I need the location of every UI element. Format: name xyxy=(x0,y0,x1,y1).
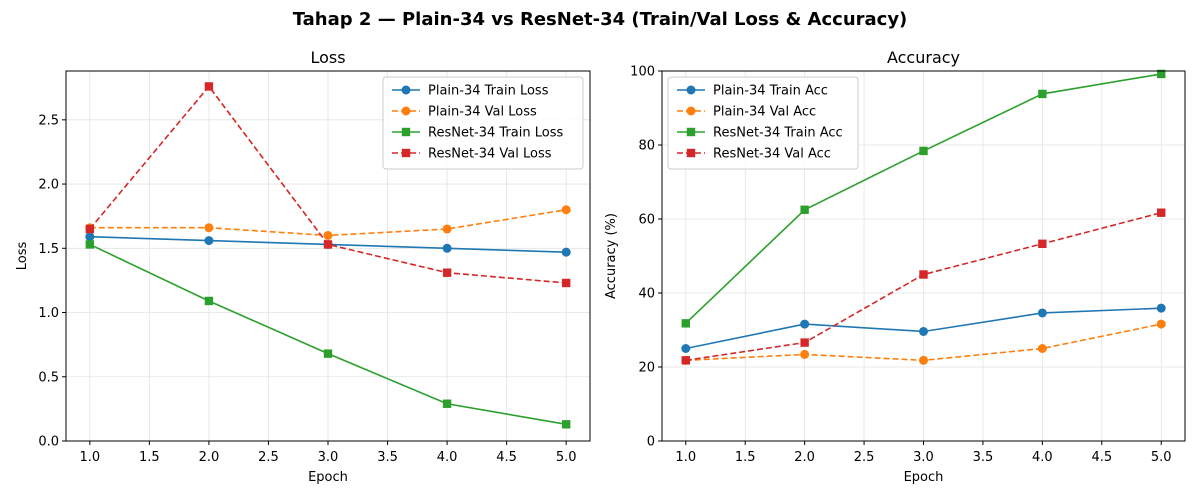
resnet-34-train-acc-point xyxy=(1038,89,1047,99)
loss-y-tick-label: 1.0 xyxy=(38,306,59,321)
resnet-34-train-acc-legend-label: ResNet-34 Train Acc xyxy=(713,126,843,141)
resnet-34-val-loss-point xyxy=(323,240,333,249)
accuracy-x-tick-label: 1.5 xyxy=(735,450,756,465)
loss-x-tick-label: 4.0 xyxy=(437,450,458,465)
plain-34-val-loss-legend-label: Plain-34 Val Loss xyxy=(428,105,537,120)
plain-34-val-acc-point xyxy=(1156,319,1166,329)
resnet-34-val-acc-point xyxy=(800,338,809,347)
accuracy-legend-box xyxy=(667,76,859,170)
resnet-34-val-acc-point xyxy=(919,270,928,279)
plain-34-val-loss-point xyxy=(204,223,214,233)
plain-34-val-acc-legend-label: Plain-34 Val Acc xyxy=(713,105,816,120)
plain-34-train-acc-point xyxy=(919,326,928,336)
resnet-34-train-acc-point xyxy=(919,146,928,156)
resnet-34-train-loss-point xyxy=(85,240,95,249)
accuracy-legend: Plain-34 Train Acc Plain-34 Val Acc ResNet… xyxy=(667,76,859,170)
loss-y-axis-label: Loss xyxy=(15,242,30,271)
plain-34-val-acc-point xyxy=(919,355,928,365)
plain-34-val-loss-point xyxy=(442,224,452,234)
resnet-34-train-loss-point xyxy=(323,349,333,358)
resnet-34-train-acc-point xyxy=(681,319,690,328)
accuracy-x-axis-label: Epoch xyxy=(904,470,944,485)
plain-34-train-acc-point xyxy=(681,344,691,353)
plain-34-val-acc-point xyxy=(1037,344,1047,353)
resnet-34-train-loss-point xyxy=(561,420,571,429)
plain-34-train-acc-point xyxy=(800,319,810,329)
resnet-34-val-acc-point xyxy=(1157,208,1166,217)
resnet-34-val-acc-legend-marker xyxy=(686,148,696,158)
loss-x-tick-label: 3.5 xyxy=(377,450,398,465)
plain-34-train-loss-legend-marker xyxy=(401,85,411,95)
resnet-34-val-loss-legend-label: ResNet-34 Val Loss xyxy=(428,147,552,162)
loss-x-tick-label: 5.0 xyxy=(556,450,577,465)
resnet-34-train-loss-legend-marker xyxy=(401,127,411,137)
accuracy-chart-title: Accuracy xyxy=(887,48,960,67)
resnet-34-val-loss-point xyxy=(442,268,452,277)
plain-34-train-loss-point xyxy=(85,232,95,242)
plain-34-val-acc-point xyxy=(800,349,810,359)
loss-chart: 1.0 1.5 2.0 2.5 3.0 3.5 4.0 4.5 5.0 0.0 0.5 1.0 1.5 2… xyxy=(15,48,591,485)
resnet-34-val-acc-point xyxy=(1038,239,1047,248)
loss-legend: Plain-34 Train Loss Plain-34 Val Loss ResN… xyxy=(382,76,584,170)
plain-34-train-loss-point xyxy=(561,247,571,257)
loss-y-tick-label: 2.5 xyxy=(38,113,59,128)
plain-34-val-loss-legend-marker xyxy=(401,106,411,116)
accuracy-x-tick-label: 5.0 xyxy=(1151,450,1172,465)
accuracy-x-tick-label: 4.0 xyxy=(1032,450,1053,465)
accuracy-x-tick-label: 2.5 xyxy=(854,450,875,465)
resnet-34-train-loss-legend-label: ResNet-34 Train Loss xyxy=(428,126,563,141)
plain-34-train-acc-point xyxy=(1037,308,1047,318)
accuracy-x-tick-label: 3.5 xyxy=(973,450,994,465)
accuracy-y-tick-label: 100 xyxy=(630,65,655,80)
resnet-34-val-acc-legend-label: ResNet-34 Val Acc xyxy=(713,147,831,162)
accuracy-x-tick-label: 2.0 xyxy=(794,450,815,465)
resnet-34-val-loss-point xyxy=(561,278,571,288)
loss-axes-frame xyxy=(65,70,591,442)
plain-34-val-acc-legend-marker xyxy=(686,106,696,116)
plain-34-train-loss-legend-label: Plain-34 Train Loss xyxy=(428,84,549,99)
accuracy-x-tick-label: 1.0 xyxy=(675,450,696,465)
figure-title: Tahap 2 — Plain-34 vs ResNet-34 (Train/V… xyxy=(293,9,908,30)
plain-34-train-loss-point xyxy=(204,236,214,246)
loss-x-tick-label: 3.0 xyxy=(318,450,339,465)
accuracy-x-tick-label: 4.5 xyxy=(1091,450,1112,465)
resnet-34-train-loss-point xyxy=(204,296,214,306)
accuracy-y-tick-label: 40 xyxy=(638,287,655,302)
loss-y-tick-label: 2.0 xyxy=(38,178,59,193)
loss-legend-box xyxy=(382,76,584,170)
resnet-34-val-loss-legend-marker xyxy=(401,148,411,158)
loss-x-tick-label: 2.5 xyxy=(258,450,279,465)
resnet-34-val-loss-point xyxy=(204,82,214,91)
resnet-34-train-acc-point xyxy=(1157,69,1166,79)
accuracy-y-tick-label: 20 xyxy=(638,361,655,376)
accuracy-y-axis-label: Accuracy (%) xyxy=(604,213,619,299)
loss-y-tick-label: 0.0 xyxy=(38,435,59,450)
plain-34-train-acc-point xyxy=(1156,303,1166,313)
accuracy-chart: 1.0 1.5 2.0 2.5 3.0 3.5 4.0 4.5 5.0 0 20 40 60 80 100 A… xyxy=(604,48,1186,485)
loss-x-tick-label: 1.5 xyxy=(139,450,160,465)
loss-x-tick-label: 2.0 xyxy=(199,450,220,465)
loss-y-tick-label: 0.5 xyxy=(38,370,59,385)
accuracy-axes-frame xyxy=(661,70,1186,442)
plain-34-train-acc-legend-label: Plain-34 Train Acc xyxy=(713,84,828,99)
loss-y-tick-label: 1.5 xyxy=(38,242,59,257)
resnet-34-train-acc-legend-marker xyxy=(686,127,696,137)
loss-chart-title: Loss xyxy=(310,48,345,67)
accuracy-y-tick-label: 80 xyxy=(638,139,655,154)
plain-34-val-loss-point xyxy=(323,230,333,240)
accuracy-y-tick-label: 60 xyxy=(638,213,655,228)
loss-x-tick-label: 4.5 xyxy=(496,450,517,465)
resnet-34-val-acc-point xyxy=(681,356,690,365)
plain-34-train-acc-legend-marker xyxy=(686,85,696,95)
loss-x-tick-label: 1.0 xyxy=(79,450,100,465)
plain-34-val-loss-point xyxy=(561,205,571,215)
accuracy-y-tick-label: 0 xyxy=(647,435,655,450)
accuracy-x-tick-label: 3.0 xyxy=(913,450,934,465)
plain-34-train-loss-point xyxy=(442,243,452,253)
resnet-34-train-acc-point xyxy=(800,205,809,214)
loss-x-axis-label: Epoch xyxy=(308,470,348,485)
resnet-34-train-loss-point xyxy=(442,399,452,408)
resnet-34-val-loss-point xyxy=(85,224,95,234)
